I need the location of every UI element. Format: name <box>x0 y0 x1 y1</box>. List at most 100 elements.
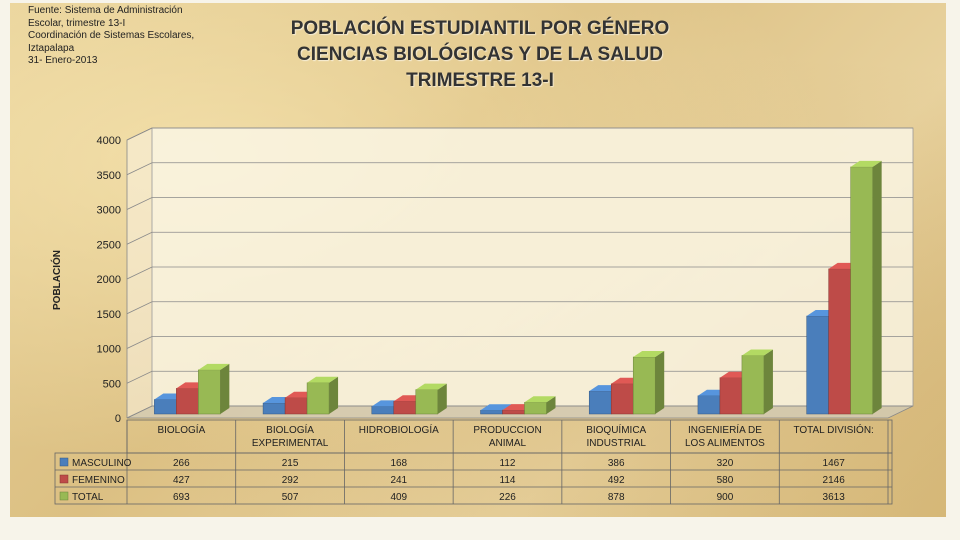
bar-femenino <box>284 397 308 415</box>
bar-femenino <box>393 401 417 415</box>
x-tick-label: TOTAL DIVISIÓN: <box>793 423 873 436</box>
x-tick-label: LOS ALIMENTOS <box>685 438 765 449</box>
bar-side <box>220 363 230 414</box>
data-label: 114 <box>500 475 516 486</box>
bar-masculino <box>697 395 721 415</box>
chart-title-line: TRIMESTRE 13-I <box>406 70 554 91</box>
bar-masculino <box>154 399 177 415</box>
bar-total <box>524 402 547 415</box>
data-label: 215 <box>282 458 299 469</box>
source-line: 31- Enero-2013 <box>28 55 98 66</box>
bar-top <box>198 363 230 370</box>
gridline <box>126 266 913 280</box>
y-tick-label: 4000 <box>97 135 121 147</box>
y-tick-label: 500 <box>103 378 121 390</box>
data-label: 693 <box>173 492 190 503</box>
bar-top <box>307 376 339 383</box>
y-tick-label: 2000 <box>97 274 121 286</box>
legend-swatch-masculino <box>59 457 69 467</box>
data-label: 492 <box>608 475 625 486</box>
data-label: 2146 <box>823 475 846 486</box>
bar-masculino <box>480 409 503 415</box>
bar-total <box>198 369 221 415</box>
gridline <box>126 301 913 315</box>
bar-masculino <box>262 402 286 415</box>
data-label: 878 <box>608 492 625 503</box>
gridline <box>126 336 913 349</box>
bar-total <box>850 166 873 415</box>
gridline <box>126 127 913 141</box>
bar-side <box>872 160 882 414</box>
data-label: 241 <box>390 475 407 486</box>
bar-side <box>763 349 773 414</box>
y-tick-label: 2500 <box>97 239 121 251</box>
gridline <box>126 231 913 245</box>
bar-femenino <box>719 377 743 415</box>
x-tick-label: BIOLOGÍA <box>266 423 314 436</box>
y-axis-label: POBLACIÓN <box>50 250 63 310</box>
gridline <box>126 162 913 176</box>
x-tick-label: INDUSTRIAL <box>586 438 646 449</box>
legend-label-total: TOTAL <box>72 492 104 503</box>
bar-top <box>850 160 882 167</box>
bar-side <box>437 383 447 414</box>
x-tick-label: PRODUCCION <box>473 425 541 436</box>
data-label: 1467 <box>823 458 846 469</box>
y-tick-label: 3500 <box>97 170 121 182</box>
bar-masculino <box>806 315 829 415</box>
source-line: Coordinación de Sistemas Escolares, <box>28 30 195 41</box>
bar-masculino <box>588 390 612 415</box>
y-tick-label: 3000 <box>97 205 121 217</box>
data-label: 386 <box>608 458 625 469</box>
x-tick-label: HIDROBIOLOGÍA <box>359 423 439 436</box>
data-label: 266 <box>173 458 190 469</box>
bar-femenino <box>502 409 525 415</box>
x-tick-label: INGENIERÍA DE <box>688 423 762 436</box>
source-line: Fuente: Sistema de Administración <box>28 5 183 16</box>
bar-top <box>480 404 512 411</box>
bar-side <box>329 376 339 414</box>
y-tick-label: 0 <box>115 413 121 425</box>
y-tick-label: 1000 <box>97 344 121 356</box>
bar-top <box>524 396 556 403</box>
x-tick-label: BIOLOGÍA <box>157 423 205 436</box>
x-tick-label: ANIMAL <box>489 438 527 449</box>
chart-title: POBLACIÓN ESTUDIANTIL POR GÉNERO CIENCIA… <box>230 16 730 94</box>
bar-side <box>655 350 665 414</box>
data-label: 226 <box>499 492 516 503</box>
bar-top <box>741 349 773 356</box>
legend-label-femenino: FEMENINO <box>72 475 125 486</box>
data-label: 112 <box>500 458 516 469</box>
gridline <box>126 197 913 210</box>
bar-total <box>741 355 765 415</box>
bar-side <box>546 396 556 414</box>
bar-femenino <box>176 388 199 415</box>
data-label: 320 <box>717 458 734 469</box>
bar-total <box>415 389 439 415</box>
data-label: 507 <box>282 492 299 503</box>
legend-swatch-femenino <box>59 474 69 484</box>
bar-femenino <box>828 268 851 415</box>
x-tick-label: EXPERIMENTAL <box>252 438 329 449</box>
legend-label-masculino: MASCULINO <box>72 458 132 469</box>
bar-total <box>632 356 656 415</box>
data-label: 409 <box>390 492 407 503</box>
legend-swatch-total <box>59 491 69 501</box>
data-label: 427 <box>173 475 190 486</box>
data-label: 900 <box>717 492 734 503</box>
data-label: 580 <box>717 475 734 486</box>
bar-top <box>633 350 665 357</box>
data-label: 292 <box>282 475 299 486</box>
source-note: Fuente: Sistema de Administración Escola… <box>28 5 228 68</box>
bar-masculino <box>371 406 395 415</box>
bar-top <box>415 383 447 390</box>
y-tick-label: 1500 <box>97 309 121 321</box>
source-line: Iztapalapa <box>28 42 75 54</box>
chart-title-line: CIENCIAS BIOLÓGICAS Y DE LA SALUD <box>297 44 663 65</box>
data-label: 3613 <box>823 492 846 503</box>
data-label: 168 <box>390 458 407 469</box>
source-line: Escolar, trimestre 13-I <box>28 17 126 29</box>
bar-total <box>306 382 330 415</box>
bar-femenino <box>610 383 634 415</box>
